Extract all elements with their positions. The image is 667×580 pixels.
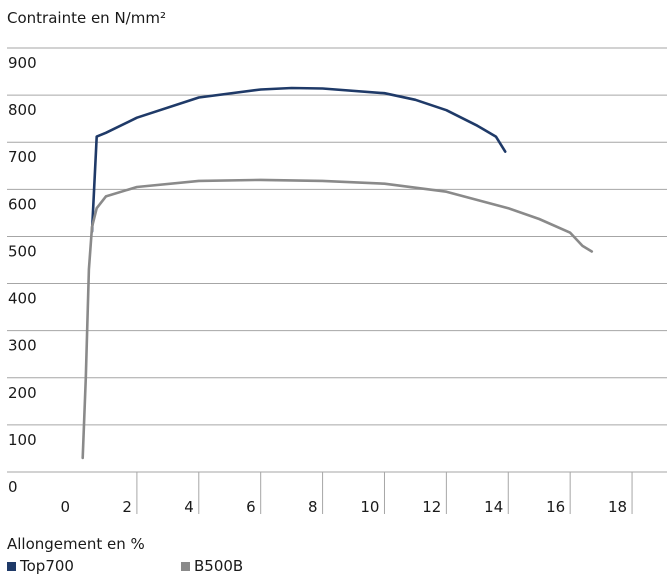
- y-tick-label-600: 600: [8, 195, 37, 213]
- x-tick-label-0: 0: [60, 498, 70, 516]
- series-line-b500b: [81, 178, 594, 460]
- legend-swatch-b500b: [181, 561, 190, 571]
- y-tick-label-0: 0: [8, 478, 18, 496]
- series-lines: [81, 86, 594, 460]
- x-tick-label-8: 8: [308, 498, 318, 516]
- y-axis: 0 100 200 300 400 500 600 700 800 900: [8, 54, 37, 496]
- grid-lines: [7, 47, 667, 473]
- legend-label-top700: Top700: [20, 557, 74, 575]
- y-tick-label-900: 900: [8, 54, 37, 72]
- x-tick-label-18: 18: [608, 498, 627, 516]
- legend-item-top700: Top700: [7, 557, 74, 575]
- y-tick-label-800: 800: [8, 101, 37, 119]
- x-tick-label-12: 12: [422, 498, 441, 516]
- stress-strain-chart: 0 2 4 6 8 10 12 14 16 18 0 100 200 300 400 500 600 700 80…: [7, 47, 667, 516]
- y-tick-label-400: 400: [8, 290, 37, 308]
- y-tick-label-300: 300: [8, 337, 37, 355]
- x-tick-label-6: 6: [246, 498, 256, 516]
- legend-swatch-top700: [7, 561, 16, 571]
- series-line-top700: [90, 86, 507, 233]
- x-tick-label-14: 14: [484, 498, 503, 516]
- x-axis-label: Allongement en %: [7, 535, 145, 553]
- legend-item-b500b: B500B: [181, 557, 243, 575]
- y-tick-label-100: 100: [8, 431, 37, 449]
- y-axis-label: Contrainte en N/mm²: [7, 9, 166, 27]
- x-tick-label-4: 4: [184, 498, 194, 516]
- legend-label-b500b: B500B: [194, 557, 244, 575]
- x-tick-label-16: 16: [546, 498, 565, 516]
- y-tick-label-200: 200: [8, 384, 37, 402]
- x-tick-label-10: 10: [360, 498, 379, 516]
- y-tick-label-500: 500: [8, 242, 37, 260]
- x-tick-label-2: 2: [122, 498, 132, 516]
- x-axis: 0 2 4 6 8 10 12 14 16 18: [60, 472, 633, 516]
- y-tick-label-700: 700: [8, 148, 37, 166]
